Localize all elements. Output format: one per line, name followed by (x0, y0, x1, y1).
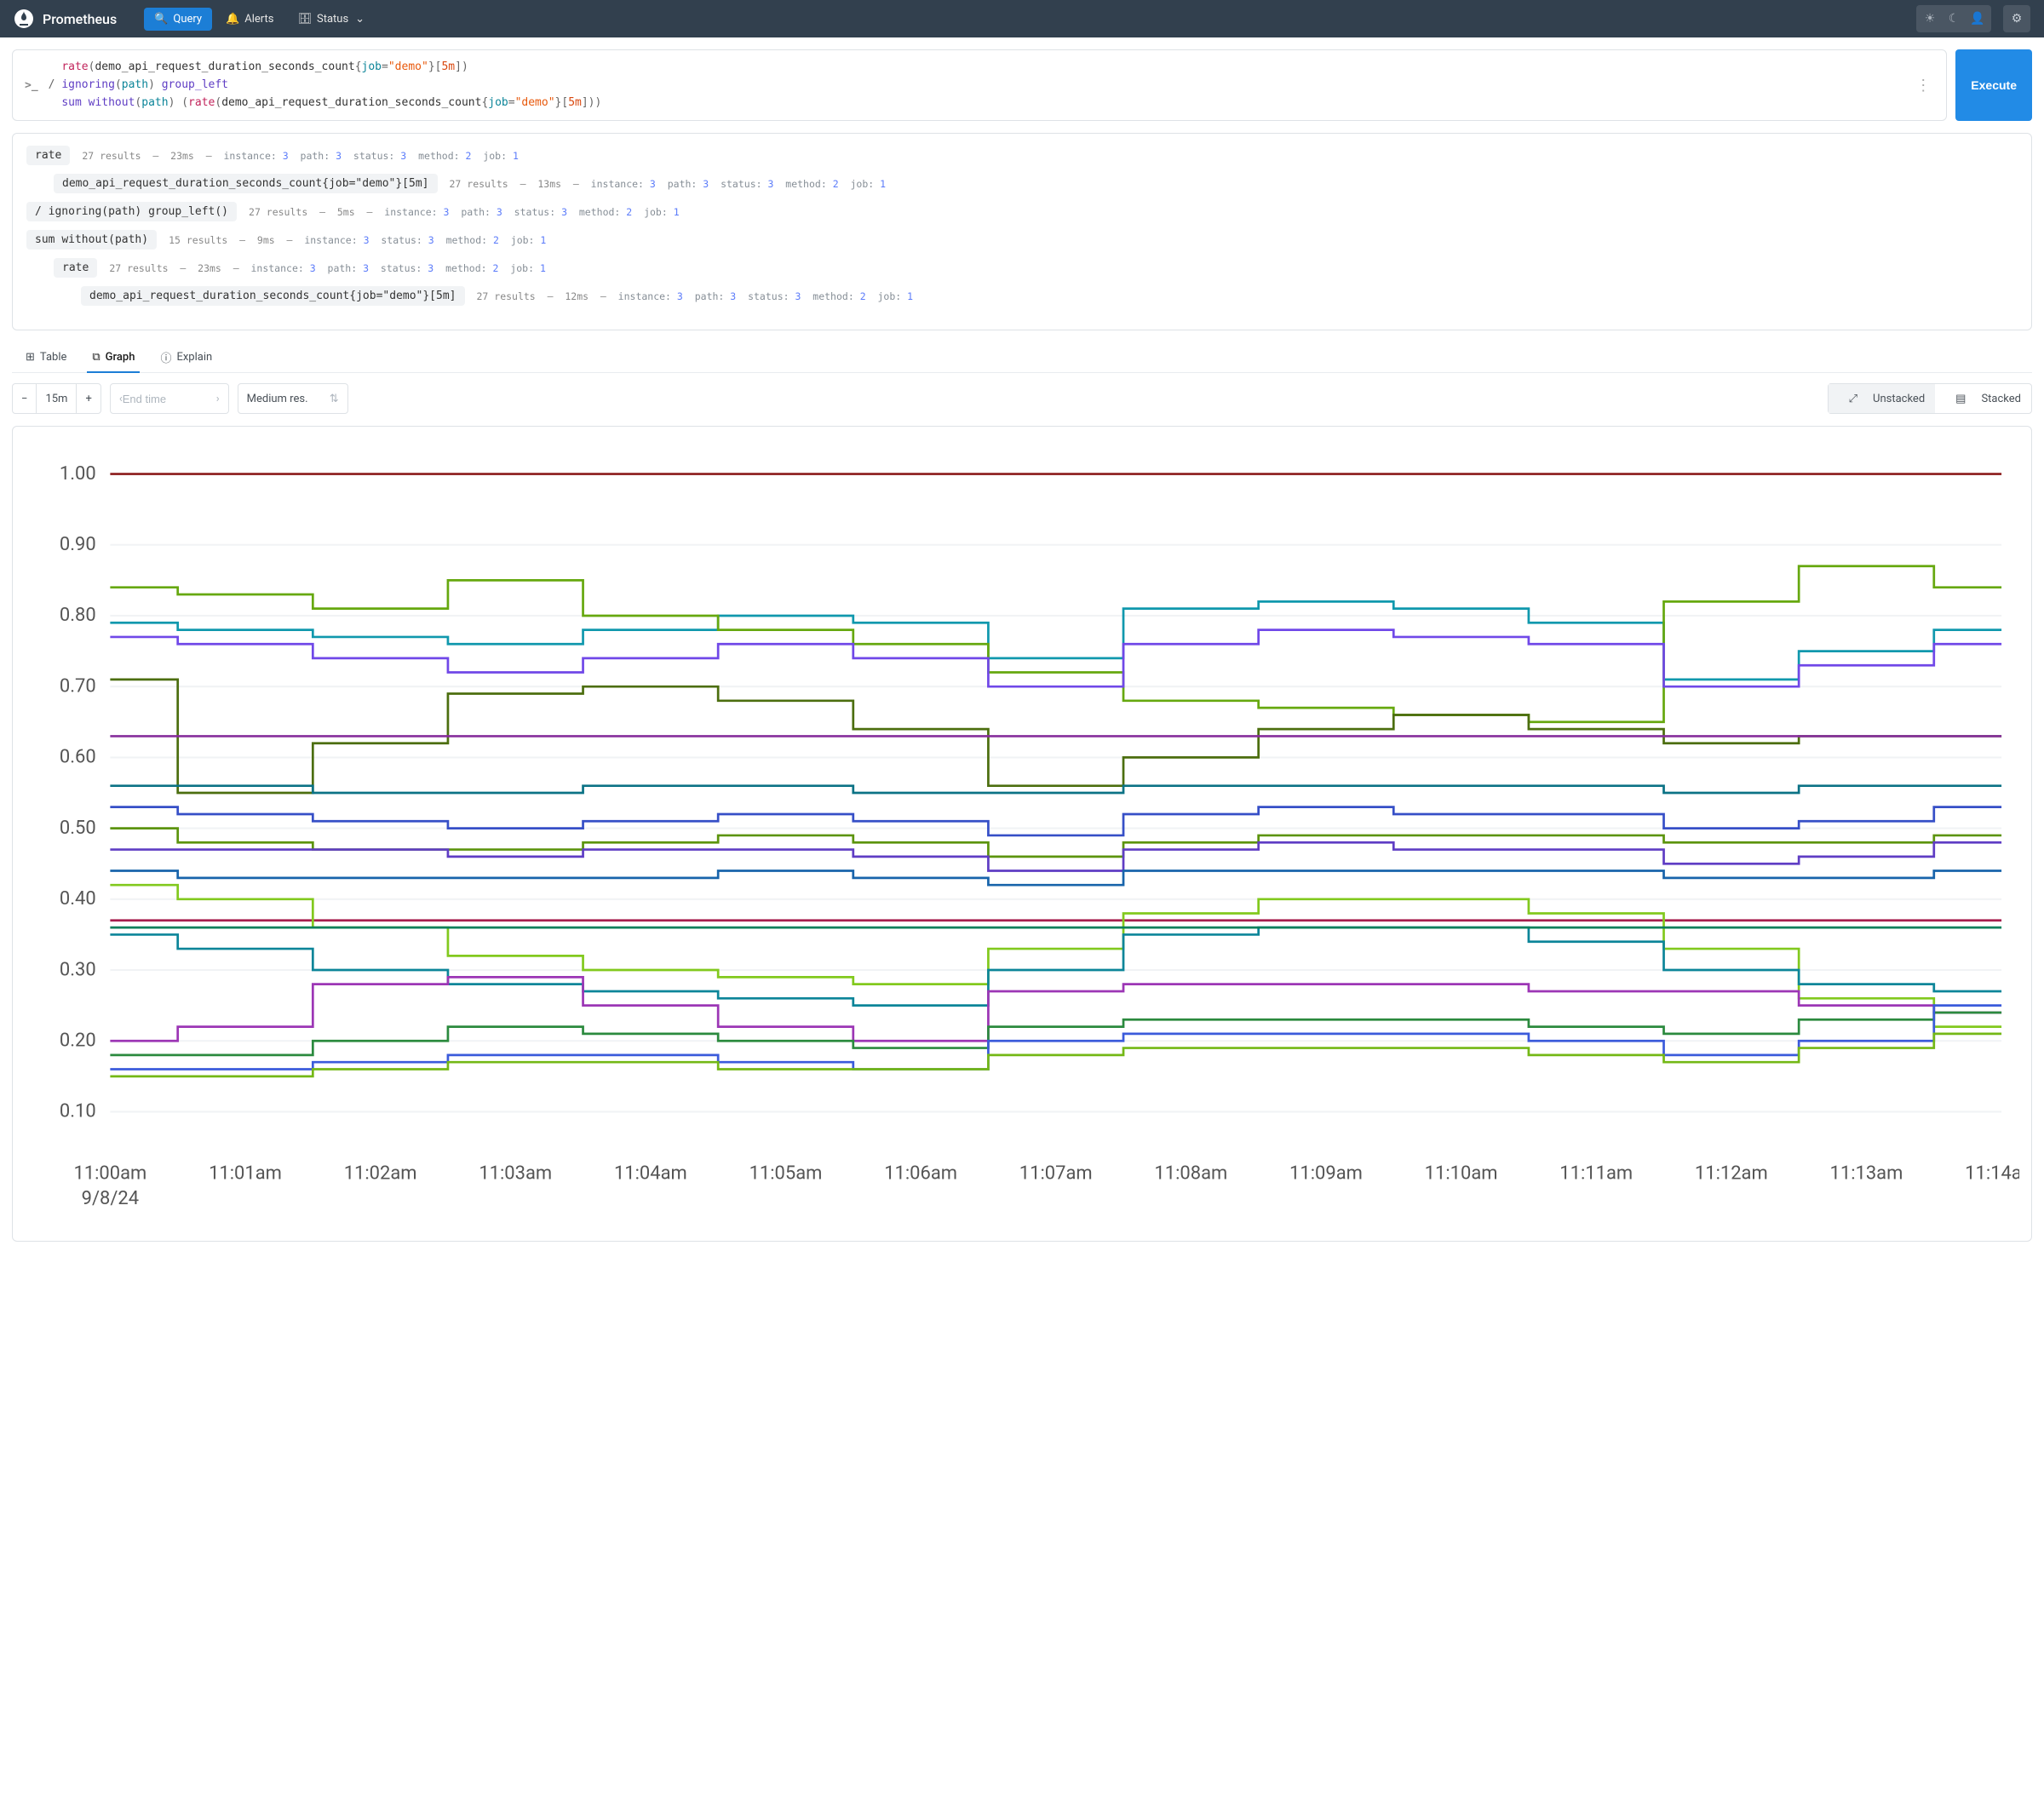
range-value: 15m (37, 384, 77, 413)
explain-panel: rate 27 results – 23ms – instance: 3 path… (12, 133, 2032, 330)
svg-text:9/8/24: 9/8/24 (82, 1188, 139, 1209)
execute-button[interactable]: Execute (1955, 49, 2032, 121)
query-menu-icon[interactable]: ⋮ (1912, 77, 1934, 95)
info-icon: ⓘ (160, 349, 171, 365)
bell-icon: 🔔 (226, 13, 239, 26)
navbar: Prometheus 🔍Query🔔Alerts🗄Status⌄ ☀ ☾ 👤 ⚙ (0, 0, 2044, 37)
range-increase-icon[interactable]: + (77, 384, 100, 413)
explain-node: / ignoring(path) group_left() (26, 202, 237, 221)
resolution-value: Medium res. (247, 393, 308, 405)
tab-graph[interactable]: ⧉Graph (87, 342, 140, 373)
svg-text:0.50: 0.50 (60, 818, 96, 839)
nav-query[interactable]: 🔍Query (144, 8, 212, 31)
search-icon: 🔍 (154, 13, 168, 26)
svg-text:1.00: 1.00 (60, 463, 96, 485)
svg-text:0.90: 0.90 (60, 534, 96, 555)
svg-text:0.20: 0.20 (60, 1030, 96, 1052)
explain-row[interactable]: demo_api_request_duration_seconds_count{… (26, 174, 2018, 193)
svg-text:11:08am: 11:08am (1154, 1163, 1227, 1185)
user-icon[interactable]: 👤 (1966, 7, 1989, 31)
prompt-icon: >_ (25, 79, 38, 92)
chevron-down-icon: ⌄ (355, 13, 365, 26)
explain-meta: 27 results – 12ms – instance: 3 path: 3 … (477, 290, 914, 302)
brand-name: Prometheus (43, 11, 117, 27)
prometheus-icon (14, 9, 34, 29)
svg-text:0.60: 0.60 (60, 747, 96, 768)
tab-explain[interactable]: ⓘExplain (155, 342, 217, 372)
nav-alerts[interactable]: 🔔Alerts (215, 8, 284, 31)
settings-icon[interactable]: ⚙ (2003, 5, 2030, 32)
svg-text:11:06am: 11:06am (884, 1163, 957, 1185)
explain-meta: 27 results – 23ms – instance: 3 path: 3 … (82, 150, 519, 162)
query-text[interactable]: rate(demo_api_request_duration_seconds_c… (49, 59, 1903, 112)
explain-row[interactable]: sum without(path) 15 results – 9ms – inst… (26, 230, 2018, 250)
svg-text:11:01am: 11:01am (209, 1163, 282, 1185)
svg-text:11:13am: 11:13am (1830, 1163, 1903, 1185)
svg-text:0.40: 0.40 (60, 888, 96, 910)
stacked-icon: ▤ (1945, 384, 1976, 413)
explain-node: demo_api_request_duration_seconds_count{… (81, 286, 465, 306)
range-stepper[interactable]: − 15m + (12, 383, 101, 414)
svg-text:11:05am: 11:05am (749, 1163, 823, 1185)
timeseries-chart[interactable]: 0.10 0.20 0.30 0.40 0.50 0.60 0.70 0.80 0.90 1.00… (25, 442, 2019, 1225)
svg-text:11:12am: 11:12am (1695, 1163, 1768, 1185)
query-input[interactable]: >_ rate(demo_api_request_duration_second… (12, 49, 1947, 121)
svg-text:11:02am: 11:02am (344, 1163, 417, 1185)
server-icon: 🗄 (297, 13, 312, 26)
table-icon: ⊞ (26, 351, 35, 364)
explain-row[interactable]: rate 27 results – 23ms – instance: 3 path… (26, 146, 2018, 165)
endtime-field[interactable]: ‹ › (110, 383, 229, 414)
svg-text:0.30: 0.30 (60, 960, 96, 981)
explain-row[interactable]: / ignoring(path) group_left() 27 results … (26, 202, 2018, 221)
light-mode-icon[interactable]: ☀ (1918, 7, 1942, 31)
theme-toggle-group: ☀ ☾ 👤 (1916, 5, 1991, 32)
nav-status[interactable]: 🗄Status⌄ (287, 8, 375, 31)
brand-logo[interactable]: Prometheus (14, 9, 117, 29)
explain-node: demo_api_request_duration_seconds_count{… (54, 174, 438, 193)
svg-text:11:09am: 11:09am (1289, 1163, 1363, 1185)
view-tabs: ⊞Table ⧉Graph ⓘExplain (12, 342, 2032, 373)
range-decrease-icon[interactable]: − (13, 384, 37, 413)
explain-row[interactable]: demo_api_request_duration_seconds_count{… (26, 286, 2018, 306)
explain-row[interactable]: rate 27 results – 23ms – instance: 3 path… (26, 258, 2018, 278)
svg-text:0.80: 0.80 (60, 606, 96, 627)
endtime-next-icon[interactable]: › (216, 393, 220, 405)
svg-text:0.10: 0.10 (60, 1101, 96, 1122)
explain-meta: 27 results – 23ms – instance: 3 path: 3 … (109, 262, 546, 274)
explain-meta: 27 results – 5ms – instance: 3 path: 3 s… (249, 206, 680, 218)
dark-mode-icon[interactable]: ☾ (1942, 7, 1966, 31)
svg-text:11:10am: 11:10am (1425, 1163, 1498, 1185)
endtime-input[interactable] (123, 393, 216, 405)
chart-icon: ⧉ (92, 351, 100, 364)
tab-table[interactable]: ⊞Table (20, 342, 72, 372)
svg-text:11:03am: 11:03am (479, 1163, 552, 1185)
unstacked-icon: ⤢ (1839, 384, 1868, 413)
resolution-select[interactable]: Medium res. ⇅ (238, 383, 348, 414)
explain-node: sum without(path) (26, 230, 157, 250)
stack-unstacked[interactable]: ⤢Unstacked (1829, 384, 1936, 413)
explain-meta: 27 results – 13ms – instance: 3 path: 3 … (450, 178, 887, 190)
svg-text:11:14am: 11:14am (1965, 1163, 2019, 1185)
svg-text:0.70: 0.70 (60, 676, 96, 697)
stack-stacked[interactable]: ▤Stacked (1935, 384, 2031, 413)
svg-text:11:11am: 11:11am (1559, 1163, 1633, 1185)
explain-node: rate (54, 258, 97, 278)
svg-text:11:04am: 11:04am (614, 1163, 687, 1185)
chart-panel: 0.10 0.20 0.30 0.40 0.50 0.60 0.70 0.80 0.90 1.00… (12, 426, 2032, 1242)
stack-toggle[interactable]: ⤢Unstacked▤Stacked (1828, 383, 2032, 414)
svg-text:11:00am: 11:00am (73, 1163, 146, 1185)
explain-meta: 15 results – 9ms – instance: 3 status: 3… (169, 234, 546, 246)
svg-text:11:07am: 11:07am (1019, 1163, 1093, 1185)
explain-node: rate (26, 146, 70, 165)
chevron-updown-icon: ⇅ (330, 393, 339, 405)
